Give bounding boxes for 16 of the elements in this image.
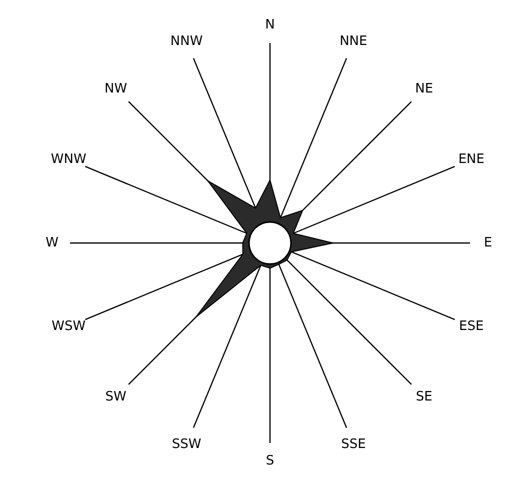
spoke-label: NNW	[170, 34, 203, 50]
spoke-label: N	[265, 18, 275, 33]
spoke-label: SSE	[341, 436, 366, 452]
spoke-label: ENE	[458, 152, 484, 168]
spoke-label: NW	[104, 81, 128, 96]
spoke-label: S	[266, 454, 274, 469]
spoke-label: ESE	[459, 318, 484, 334]
spoke-label: W	[46, 236, 59, 251]
spoke-label: NNE	[340, 34, 368, 50]
spoke-label: SSW	[172, 436, 202, 452]
spoke-label: SW	[105, 390, 127, 405]
spoke-label: E	[484, 236, 492, 251]
spoke-label: WSW	[52, 318, 86, 334]
spoke-label: SE	[416, 390, 432, 405]
spoke-label: NE	[415, 81, 434, 96]
spoke-label: WNW	[50, 152, 86, 168]
